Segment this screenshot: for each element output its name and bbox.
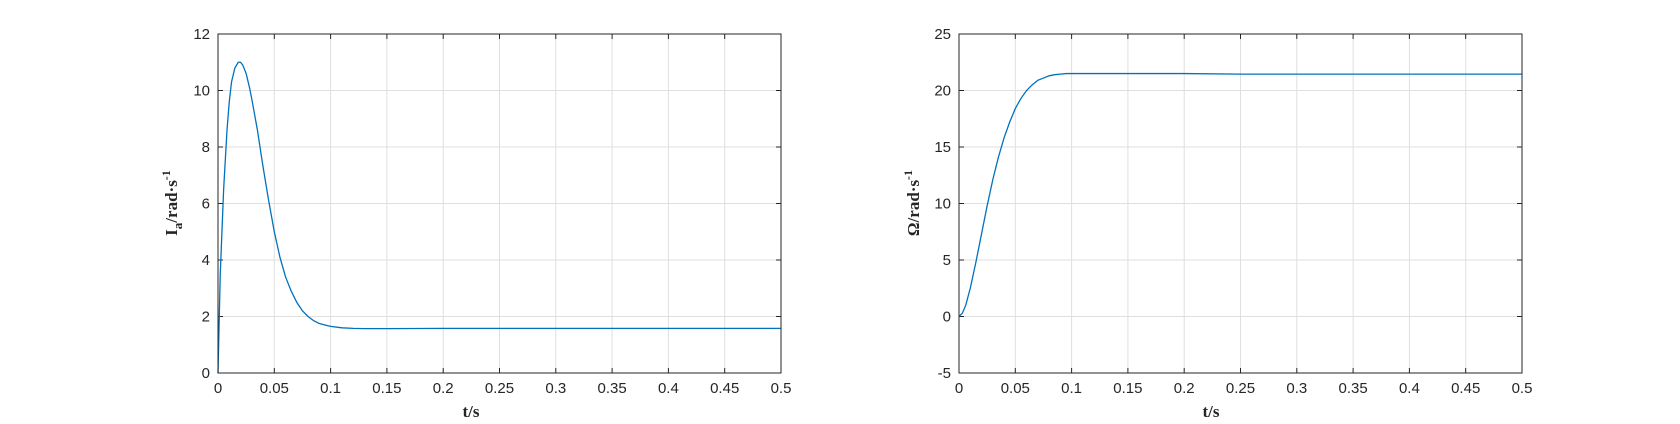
x-tick-label: 0.15: [1113, 380, 1142, 397]
x-tick-label: 0.3: [545, 380, 566, 397]
chart-speed: 0 0.05 0.1 0.15 0.2 0.25 0.3 0.35 0.4 0.45 0.5-505…: [901, 26, 1532, 421]
y-tick-label: -5: [938, 365, 951, 382]
y-tick-label: 0: [943, 309, 951, 326]
y-tick-label: 12: [193, 26, 210, 43]
x-axis-label-current: t/s: [463, 402, 480, 421]
x-tick-label: 0.2: [1174, 380, 1195, 397]
x-tick-label: 0.5: [771, 380, 792, 397]
y-tick-label: 4: [202, 252, 210, 269]
chart-current: 0 0.05 0.1 0.15 0.2 0.25 0.3 0.35 0.4 0.45 0.5 0 2 4 6…: [159, 26, 791, 421]
x-tick-label: 0.25: [1226, 380, 1255, 397]
y-tick-label: 20: [934, 83, 951, 100]
x-tick-label: 0.05: [260, 380, 289, 397]
x-tick-label: 0.1: [1061, 380, 1082, 397]
series-line-speed: [958, 72, 1522, 317]
x-tick-label: 0.2: [433, 380, 454, 397]
y-axis-label-current: Ia/rad·s-1: [159, 170, 185, 236]
x-tick-label: 0.5: [1512, 380, 1533, 397]
series-line-current: [217, 61, 781, 374]
y-tick-label: 2: [202, 309, 210, 326]
y-tick-label: 10: [934, 196, 951, 213]
x-tick-label: 0: [214, 380, 222, 397]
x-tick-label: 0.15: [372, 380, 401, 397]
x-tick-label: 0.25: [485, 380, 514, 397]
plot-area-current: 0 0.05 0.1 0.15 0.2 0.25 0.3 0.35 0.4 0.45 0.5 0 2 4 6…: [193, 26, 791, 397]
y-tick-label: 10: [193, 83, 210, 100]
y-tick-label: 5: [943, 252, 951, 269]
x-tick-label: 0.35: [597, 380, 626, 397]
x-tick-label: 0.1: [320, 380, 341, 397]
x-tick-label: 0.4: [1399, 380, 1420, 397]
x-tick-label: 0.45: [710, 380, 739, 397]
x-tick-label: 0.35: [1338, 380, 1367, 397]
x-tick-label: 0: [955, 380, 963, 397]
y-tick-label: 6: [202, 196, 210, 213]
axis-box-speed: [958, 33, 1523, 374]
x-axis-label-speed: t/s: [1203, 402, 1220, 421]
y-axis-label-speed: Ω/rad·s-1: [901, 170, 923, 236]
y-tick-label: 0: [202, 365, 210, 382]
x-tick-label: 0.4: [658, 380, 679, 397]
x-tick-label: 0.05: [1001, 380, 1030, 397]
x-tick-label: 0.45: [1451, 380, 1480, 397]
plot-area-speed: 0 0.05 0.1 0.15 0.2 0.25 0.3 0.35 0.4 0.45 0.5-505…: [934, 26, 1532, 397]
x-tick-label: 0.3: [1286, 380, 1307, 397]
y-tick-label: 15: [934, 139, 951, 156]
axis-box-current: [217, 33, 782, 374]
y-tick-label: 25: [934, 26, 951, 43]
y-tick-label: 8: [202, 139, 210, 156]
